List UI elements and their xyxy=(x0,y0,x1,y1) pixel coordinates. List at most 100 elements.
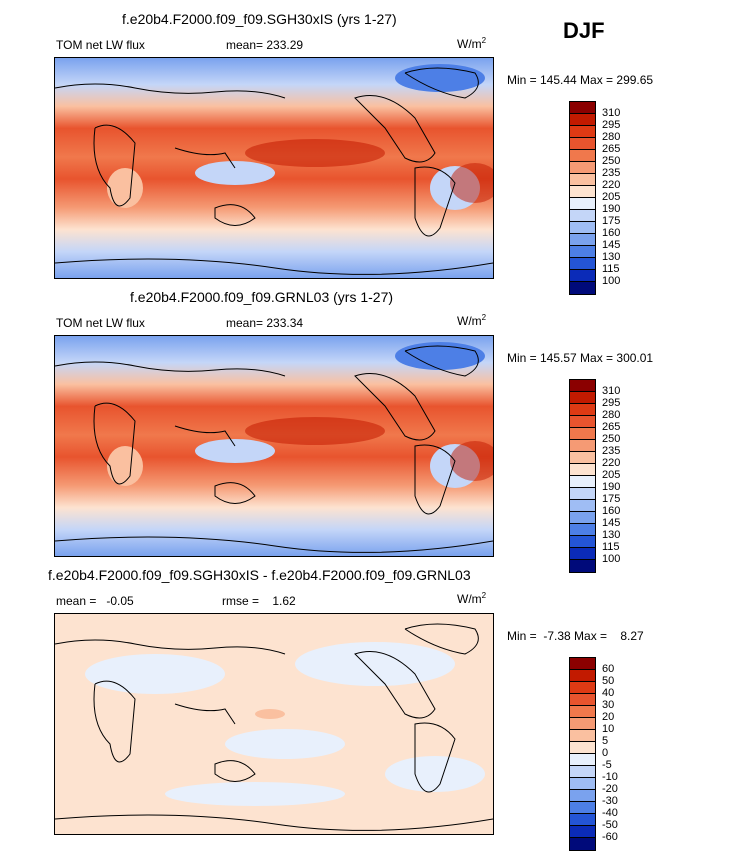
colorbar-swatch xyxy=(570,718,595,730)
colorbar-swatch xyxy=(570,658,595,670)
colorbar-tick: -5 xyxy=(602,759,612,771)
colorbar-swatch xyxy=(570,234,595,246)
colorbar-tick: -60 xyxy=(602,831,618,843)
coastlines xyxy=(55,67,493,275)
difference-negative-region xyxy=(385,756,485,792)
colorbar-swatch xyxy=(570,246,595,258)
panel-2-colorbar-labels: 310 295 280 265 250 235 220 205 190 175 … xyxy=(602,385,620,565)
colorbar-swatch xyxy=(570,210,595,222)
colorbar-tick: 250 xyxy=(602,433,621,445)
colorbar-swatch xyxy=(570,440,595,452)
colorbar-swatch xyxy=(570,512,595,524)
panel-1-map xyxy=(54,57,494,279)
panel-3-units: W/m2 xyxy=(457,591,487,606)
africa-convection xyxy=(107,168,143,208)
colorbar-swatch xyxy=(570,464,595,476)
greenland-cold-region xyxy=(395,64,485,92)
colorbar-tick: 235 xyxy=(602,167,621,179)
colorbar-swatch xyxy=(570,802,595,814)
greenland-cold-region xyxy=(395,342,485,370)
coastlines xyxy=(55,345,493,553)
colorbar-swatch xyxy=(570,162,595,174)
panel-1-variable: TOM net LW flux xyxy=(56,38,145,52)
colorbar-tick: -50 xyxy=(602,819,618,831)
colorbar-swatch xyxy=(570,270,595,282)
colorbar-swatch xyxy=(570,778,595,790)
panel-2-units: W/m2 xyxy=(457,313,487,328)
colorbar-swatch xyxy=(570,682,595,694)
colorbar-swatch xyxy=(570,102,595,114)
colorbar-swatch xyxy=(570,694,595,706)
colorbar-swatch xyxy=(570,488,595,500)
subtropical-pacific-warm xyxy=(245,417,385,445)
africa-convection xyxy=(107,446,143,486)
colorbar-tick: 175 xyxy=(602,493,621,505)
colorbar-tick: -20 xyxy=(602,783,618,795)
colorbar-tick: 60 xyxy=(602,663,615,675)
colorbar-tick: 295 xyxy=(602,119,621,131)
south-atlantic-warm xyxy=(450,163,493,203)
colorbar-swatch xyxy=(570,706,595,718)
colorbar-tick: 220 xyxy=(602,179,621,191)
colorbar-tick: 310 xyxy=(602,385,621,397)
colorbar-tick: 220 xyxy=(602,457,621,469)
coastlines xyxy=(55,623,493,831)
colorbar-tick: 50 xyxy=(602,675,615,687)
colorbar-tick: 145 xyxy=(602,517,621,529)
panel-3-mean: mean = -0.05 xyxy=(56,594,134,608)
panel-2-variable: TOM net LW flux xyxy=(56,316,145,330)
colorbar-swatch xyxy=(570,282,595,294)
panel-3-rmse: rmse = 1.62 xyxy=(222,594,296,608)
panel-2-title: f.e20b4.F2000.f09_f09.GRNL03 (yrs 1-27) xyxy=(130,289,394,305)
colorbar-swatch xyxy=(570,814,595,826)
panel-1-units: W/m2 xyxy=(457,36,487,51)
colorbar-swatch xyxy=(570,392,595,404)
colorbar-swatch xyxy=(570,222,595,234)
difference-negative-region xyxy=(85,654,225,694)
colorbar-swatch xyxy=(570,524,595,536)
colorbar-swatch xyxy=(570,404,595,416)
panel-1-colorbar xyxy=(569,101,596,295)
panel-3-title: f.e20b4.F2000.f09_f09.SGH30xIS - f.e20b4… xyxy=(48,567,471,583)
colorbar-tick: 130 xyxy=(602,529,621,541)
colorbar-swatch xyxy=(570,416,595,428)
colorbar-swatch xyxy=(570,428,595,440)
colorbar-tick: -30 xyxy=(602,795,618,807)
colorbar-tick: 20 xyxy=(602,711,615,723)
colorbar-tick: 235 xyxy=(602,445,621,457)
colorbar-swatch xyxy=(570,536,595,548)
colorbar-tick: 100 xyxy=(602,553,621,565)
colorbar-tick: 190 xyxy=(602,203,621,215)
colorbar-tick: 160 xyxy=(602,505,621,517)
colorbar-swatch xyxy=(570,670,595,682)
colorbar-swatch xyxy=(570,790,595,802)
season-label: DJF xyxy=(563,18,605,43)
colorbar-tick: 30 xyxy=(602,699,615,711)
difference-positive-region xyxy=(255,709,285,719)
panel-1-mean: mean= 233.29 xyxy=(226,38,304,52)
panel-2-minmax: Min = 145.57 Max = 300.01 xyxy=(507,351,654,365)
colorbar-swatch xyxy=(570,754,595,766)
colorbar-tick: 265 xyxy=(602,421,621,433)
subtropical-pacific-warm xyxy=(245,139,385,167)
colorbar-swatch xyxy=(570,114,595,126)
colorbar-tick: 115 xyxy=(602,541,620,553)
panel-2-mean: mean= 233.34 xyxy=(226,316,304,330)
colorbar-tick: -40 xyxy=(602,807,618,819)
colorbar-tick: 190 xyxy=(602,481,621,493)
colorbar-swatch xyxy=(570,560,595,572)
panel-3-minmax: Min = -7.38 Max = 8.27 xyxy=(507,629,644,643)
colorbar-swatch xyxy=(570,174,595,186)
colorbar-tick: 5 xyxy=(602,735,609,747)
colorbar-tick: 205 xyxy=(602,469,621,481)
south-atlantic-warm xyxy=(450,441,493,481)
panel-1-minmax: Min = 145.44 Max = 299.65 xyxy=(507,73,654,87)
colorbar-tick: 130 xyxy=(602,251,621,263)
difference-negative-region xyxy=(165,782,345,806)
colorbar-swatch xyxy=(570,198,595,210)
colorbar-tick: 310 xyxy=(602,107,621,119)
colorbar-swatch xyxy=(570,186,595,198)
colorbar-tick: 175 xyxy=(602,215,621,227)
colorbar-tick: 280 xyxy=(602,131,621,143)
colorbar-tick: 280 xyxy=(602,409,621,421)
